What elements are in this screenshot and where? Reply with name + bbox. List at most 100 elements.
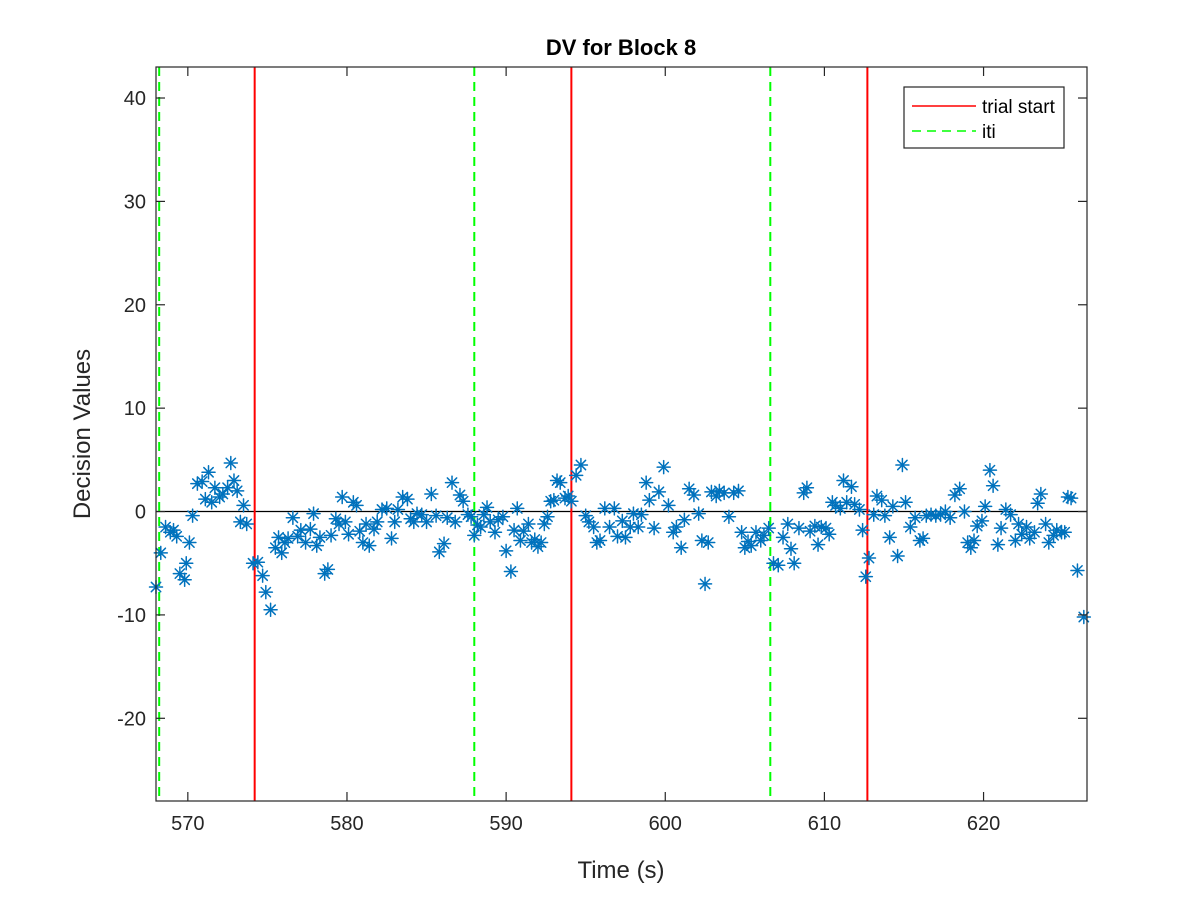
data-point	[907, 510, 923, 525]
data-point	[258, 584, 274, 600]
legend-label-iti: iti	[982, 122, 996, 143]
data-point	[387, 514, 402, 530]
data-point	[898, 494, 913, 510]
y-axis-label: Decision Values	[69, 349, 96, 519]
data-point	[455, 493, 471, 509]
data-point	[942, 510, 958, 525]
data-point	[400, 491, 415, 507]
x-tick-label: 580	[330, 813, 363, 835]
data-point	[487, 524, 503, 540]
data-point	[1027, 524, 1042, 540]
data-point	[280, 531, 296, 546]
data-point	[298, 535, 313, 550]
data-marks	[148, 67, 1092, 801]
data-point	[993, 520, 1009, 536]
data-point	[285, 510, 301, 525]
data-point	[1003, 507, 1018, 522]
data-point	[274, 545, 289, 561]
x-tick-label: 610	[808, 813, 841, 835]
data-point	[320, 562, 336, 577]
data-point	[957, 504, 972, 519]
axes-background	[156, 67, 1087, 801]
data-point	[182, 535, 197, 550]
data-point	[780, 516, 796, 532]
data-point	[771, 558, 786, 573]
plot-area	[156, 67, 1087, 801]
axes-frame	[155, 66, 1088, 802]
data-point	[255, 568, 270, 583]
data-point	[786, 555, 802, 571]
data-point	[895, 457, 910, 473]
data-point	[169, 529, 184, 544]
data-point	[866, 507, 881, 522]
data-point	[293, 522, 309, 538]
data-point	[697, 576, 713, 592]
data-point	[564, 493, 579, 509]
data-point	[1041, 535, 1057, 550]
data-point	[753, 533, 769, 548]
data-point	[734, 524, 749, 540]
data-point	[861, 550, 877, 566]
data-point	[349, 498, 364, 513]
data-point	[424, 486, 439, 502]
data-point	[379, 501, 395, 516]
x-tick-label: 590	[489, 813, 522, 835]
data-point	[1038, 516, 1053, 532]
data-point	[506, 522, 522, 538]
y-tick-label: -10	[117, 605, 146, 627]
data-point	[482, 514, 498, 530]
data-point	[615, 513, 630, 529]
y-tick-label: 0	[135, 502, 146, 524]
data-point	[592, 533, 608, 548]
data-point	[882, 530, 897, 545]
data-point	[479, 500, 495, 515]
data-point	[885, 499, 901, 514]
data-point	[362, 538, 377, 553]
data-point	[700, 535, 716, 550]
x-tick-label: 570	[171, 813, 204, 835]
x-axis-label: Time (s)	[577, 857, 664, 884]
data-point	[775, 530, 791, 545]
data-point	[223, 455, 239, 471]
data-point	[858, 569, 874, 584]
data-point	[444, 475, 460, 490]
chart-title: DV for Block 8	[546, 35, 696, 60]
data-point	[185, 508, 200, 523]
y-tick-label: -20	[117, 708, 146, 730]
data-point	[341, 527, 356, 542]
ticks: 570 580 590 600 610 620 -20 -10 0 10 20 30 40	[117, 67, 1087, 835]
data-point	[552, 475, 568, 490]
data-point	[731, 483, 746, 499]
data-point	[166, 522, 181, 538]
y-tick-label: 20	[124, 295, 146, 317]
data-point	[467, 528, 482, 543]
data-point	[229, 483, 245, 499]
data-point	[495, 509, 511, 524]
data-point	[642, 492, 657, 508]
data-point	[1057, 524, 1072, 540]
data-point	[586, 519, 601, 535]
legend: trial start iti	[903, 86, 1065, 149]
data-point	[952, 481, 967, 497]
data-point	[303, 521, 318, 537]
data-point	[602, 519, 617, 535]
data-point	[761, 520, 776, 536]
data-point	[810, 537, 826, 552]
data-point	[271, 530, 286, 545]
data-point	[691, 506, 706, 521]
data-point	[226, 473, 242, 488]
data-point	[990, 537, 1006, 552]
data-point	[661, 498, 676, 513]
data-point	[665, 524, 681, 540]
data-point	[201, 465, 216, 480]
data-point	[1070, 563, 1085, 578]
data-point	[877, 508, 893, 523]
data-point	[419, 514, 434, 530]
data-point	[638, 475, 654, 490]
data-point	[783, 541, 799, 557]
data-point	[436, 536, 452, 551]
data-point	[428, 508, 444, 523]
y-tick-label: 30	[124, 191, 146, 213]
data-point	[177, 572, 192, 588]
